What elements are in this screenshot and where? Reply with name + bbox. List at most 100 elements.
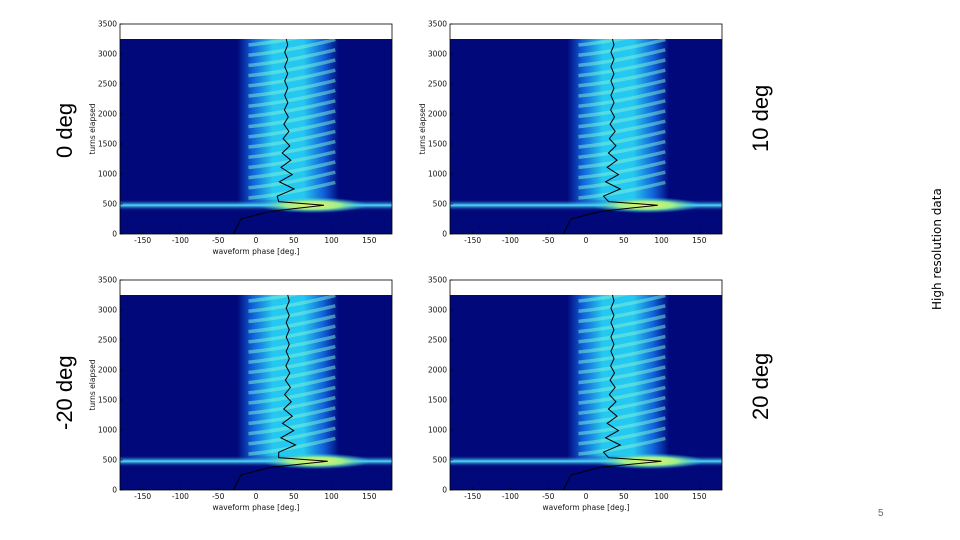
heatmap-streak	[248, 129, 336, 149]
heatmap-peak	[595, 453, 706, 470]
heatmap-streak	[578, 150, 666, 170]
x-axis-label: waveform phase [deg.]	[212, 247, 299, 256]
x-tick-label: -50	[212, 492, 224, 501]
x-tick-label: 50	[619, 236, 629, 245]
x-tick-label: -150	[134, 492, 151, 501]
empty-region	[450, 24, 722, 39]
y-axis-label: turns elapsed	[88, 103, 97, 154]
heatmap-streak	[578, 180, 666, 200]
x-tick-label: 0	[254, 236, 259, 245]
heatmap-streak	[578, 99, 666, 119]
heatmap-streak	[248, 426, 336, 446]
y-tick-label: 500	[433, 200, 448, 209]
heatmap-streak	[578, 39, 631, 47]
y-tick-label: 1500	[428, 140, 447, 149]
centroid-line	[232, 294, 328, 491]
heatmap-streak	[248, 180, 336, 200]
heatmap-streak	[578, 385, 666, 405]
x-tick-label: 0	[254, 492, 259, 501]
label-minus20deg: -20 deg	[52, 355, 77, 430]
heatmap-streak	[248, 314, 336, 334]
chart-svg: -150 -100 -50 0 50 100 15005001000150020002500…	[418, 20, 723, 245]
x-tick-label: 100	[324, 492, 339, 501]
y-tick-label: 500	[103, 200, 118, 209]
heatmap-streak	[578, 355, 666, 375]
x-tick-label: 50	[289, 492, 299, 501]
heatmap-streak	[248, 395, 336, 415]
y-tick-label: 2000	[428, 110, 447, 119]
centroid-line	[562, 294, 662, 491]
heatmap-streak	[248, 48, 336, 68]
y-tick-label: 500	[433, 456, 448, 465]
heatmap-streak	[248, 99, 336, 119]
heatmap-layer	[450, 39, 722, 214]
x-tick-label: -50	[542, 236, 554, 245]
y-tick-label: 2500	[428, 80, 447, 89]
chart-panel-20deg: -150 -100 -50 0 50 100 150 0 500 1000 1500 2000 2500…	[410, 270, 740, 515]
y-tick-label: 1000	[98, 170, 117, 179]
heatmap-streak	[578, 58, 666, 78]
label-20deg: 20 deg	[748, 352, 773, 420]
y-tick-label: 2500	[428, 336, 447, 345]
heatmap-streak	[248, 78, 336, 98]
heatmap-streak	[248, 170, 336, 190]
heatmap-streak	[578, 295, 666, 313]
heatmap-streak	[578, 324, 666, 344]
y-tick-label: 2000	[428, 366, 447, 375]
chart-svg: -150 -100 -50 0 50 100 15005001000150020002500…	[88, 276, 393, 512]
y-tick-label: 3500	[98, 20, 117, 29]
empty-region	[120, 280, 392, 295]
x-tick-label: -100	[172, 236, 189, 245]
y-tick-label: 2500	[98, 80, 117, 89]
heatmap-streak	[248, 324, 336, 344]
empty-region	[120, 24, 392, 39]
heatmap-streak	[248, 39, 336, 57]
x-tick-label: 0	[584, 236, 589, 245]
label-10deg: 10 deg	[748, 84, 773, 152]
y-tick-label: 1500	[98, 140, 117, 149]
heatmap-streak	[578, 375, 666, 395]
heatmap-streak	[248, 68, 336, 88]
x-tick-label: 150	[362, 492, 377, 501]
heatmap-streak	[248, 58, 336, 78]
heatmap-streak	[578, 129, 666, 149]
heatmap-streak	[248, 39, 301, 47]
heatmap-streak	[248, 344, 336, 364]
chart-panel-10deg: -150 -100 -50 0 50 100 150 0 500 1000 1500 2000 2500…	[410, 14, 740, 259]
x-tick-label: -150	[464, 236, 481, 245]
heatmap-streak	[578, 119, 666, 139]
chart-svg: -150 -100 -50 0 50 100 15005001000150020002500…	[88, 20, 393, 256]
y-tick-label: 1500	[428, 396, 447, 405]
heatmap-streak	[578, 109, 666, 129]
heatmap-streak	[248, 109, 336, 129]
y-tick-label: 3500	[428, 276, 447, 285]
heatmap-streak	[578, 139, 666, 159]
empty-region	[450, 280, 722, 295]
y-tick-label: 0	[112, 230, 117, 239]
x-tick-label: -100	[502, 492, 519, 501]
heatmap-layer	[120, 295, 392, 470]
heatmap-streak	[578, 68, 666, 88]
y-tick-label: 1000	[428, 426, 447, 435]
y-tick-label: 0	[112, 486, 117, 495]
x-tick-label: 100	[654, 492, 669, 501]
heatmap-streak	[248, 160, 336, 180]
x-tick-label: 100	[324, 236, 339, 245]
x-tick-label: -100	[502, 236, 519, 245]
heatmap-streak	[248, 406, 336, 426]
x-tick-label: 50	[289, 236, 299, 245]
heatmap-streak	[578, 436, 666, 456]
x-tick-label: 150	[692, 236, 707, 245]
heatmap-streak	[578, 365, 666, 385]
heatmap-streak	[578, 48, 666, 68]
y-tick-label: 2000	[98, 366, 117, 375]
chart-svg: -150 -100 -50 0 50 100 15005001000150020002500…	[428, 276, 723, 512]
heatmap-streak	[248, 295, 336, 313]
y-tick-label: 0	[442, 230, 447, 239]
heatmap-streak	[578, 395, 666, 415]
centroid-line	[232, 38, 325, 235]
y-tick-label: 3000	[98, 306, 117, 315]
y-tick-label: 3000	[428, 50, 447, 59]
heatmap-streak	[248, 365, 336, 385]
chart-panel-0deg: -150 -100 -50 0 50 100 150 0 500 1000 1500 2000 2500…	[80, 14, 410, 259]
